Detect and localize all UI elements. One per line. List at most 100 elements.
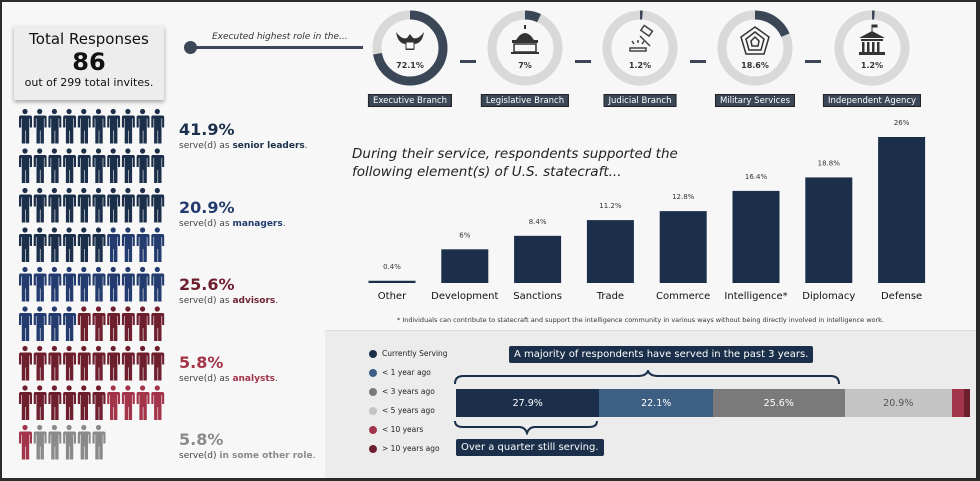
person-icon — [107, 227, 121, 262]
bar-category-label: Defense — [881, 291, 922, 302]
person-icon — [136, 187, 150, 223]
bar-category-label: Development — [431, 291, 498, 302]
person-icon — [63, 345, 77, 381]
legend-item: > 10 years ago — [369, 444, 440, 453]
roles-intro: Executed highest role in the... — [212, 32, 348, 42]
person-icon — [107, 148, 121, 183]
role-percent: 25.6% — [179, 275, 235, 294]
role-description: serve(d) in some other role. — [179, 451, 316, 461]
person-icon — [77, 266, 91, 302]
separator-dash — [805, 60, 821, 63]
bar-value-label: 6% — [459, 231, 470, 239]
person-icon — [63, 187, 77, 223]
separator-dash — [575, 60, 591, 63]
brace-current — [454, 420, 598, 435]
bar-category-label: Diplomacy — [802, 291, 855, 302]
person-icon — [48, 345, 62, 381]
person-icon — [77, 306, 91, 341]
total-subtitle: out of 299 total invites. — [24, 76, 154, 89]
connector-line — [188, 46, 363, 49]
person-icon — [63, 148, 77, 183]
donut-independent-agency: 1.2% — [834, 10, 910, 86]
branch-label: Executive Branch — [367, 94, 453, 107]
donut-percent: 72.1% — [396, 61, 424, 70]
legend-dot-icon — [369, 368, 377, 377]
person-icon — [18, 148, 32, 183]
person-icon — [121, 385, 135, 420]
person-icon — [18, 108, 32, 144]
person-icon — [151, 227, 165, 262]
person-icon — [136, 108, 150, 144]
person-icon — [33, 227, 47, 262]
person-icon — [33, 385, 47, 420]
role-percent: 20.9% — [179, 198, 235, 217]
legend-dot-icon — [369, 387, 377, 396]
person-icon — [48, 266, 62, 302]
person-icon — [18, 227, 32, 262]
person-icon — [77, 148, 91, 183]
bar-commerce — [659, 211, 707, 283]
donut-fill — [602, 10, 678, 86]
total-title: Total Responses — [29, 30, 149, 48]
eagle-seal-icon — [396, 32, 424, 50]
person-icon — [33, 108, 47, 144]
person-icon — [151, 266, 165, 302]
legend-dot-icon — [369, 406, 377, 415]
donut-executive-branch: 72.1% — [372, 10, 448, 86]
donut-judicial-branch: 1.2% — [602, 10, 678, 86]
bar-value-label: 16.4% — [745, 173, 768, 181]
person-icon — [136, 345, 150, 381]
donut-percent: 18.6% — [741, 61, 769, 70]
role-stat: 5.8% serve(d) as analysts. — [179, 353, 278, 384]
separator-dash — [690, 60, 706, 63]
bar-sanctions — [514, 235, 562, 283]
stack-segment: 20.9% — [844, 389, 952, 417]
legend-label: < 10 years — [382, 425, 424, 434]
person-icon — [121, 345, 135, 381]
callout-majority: A majority of respondents have served in… — [509, 346, 814, 363]
person-icon — [18, 345, 32, 381]
person-icon — [121, 187, 135, 223]
chart-footnote: * Individuals can contribute to statecra… — [397, 316, 884, 324]
person-icon — [151, 306, 165, 341]
stack-segment: 27.9% — [456, 389, 600, 417]
bar-value-label: 26% — [894, 119, 910, 127]
donut-fill — [372, 10, 448, 86]
person-icon — [33, 266, 47, 302]
recency-stacked-bar: 27.9% 22.1% 25.6% 20.9% — [456, 389, 970, 417]
person-icon — [92, 345, 106, 381]
person-icon — [63, 385, 77, 420]
person-icon — [48, 227, 62, 262]
role-description: serve(d) as advisors. — [179, 296, 279, 306]
donut-percent: 1.2% — [629, 61, 651, 70]
donut-fill — [717, 10, 793, 86]
person-icon — [121, 227, 135, 262]
person-icon — [48, 108, 62, 144]
capitol-icon — [511, 25, 539, 54]
person-icon — [151, 345, 165, 381]
role-stat: 5.8% serve(d) in some other role. — [179, 430, 315, 461]
person-icon — [92, 424, 106, 460]
bar-development — [441, 249, 489, 283]
branch-label: Judicial Branch — [603, 94, 677, 107]
stack-segment — [951, 389, 964, 417]
person-icon — [92, 306, 106, 341]
bar-value-label: 18.8% — [818, 159, 841, 167]
person-icon — [63, 306, 77, 341]
person-icon — [136, 385, 150, 420]
person-icon — [107, 385, 121, 420]
person-icon — [33, 187, 47, 223]
person-icon — [77, 424, 91, 460]
brace-majority — [454, 370, 840, 385]
person-icon — [121, 148, 135, 183]
person-icon — [92, 187, 106, 223]
legend-item: < 10 years — [369, 425, 423, 434]
person-icon — [77, 227, 91, 262]
legend-dot-icon — [369, 425, 377, 434]
person-icon — [18, 385, 32, 420]
bar-category-label: Sanctions — [513, 291, 562, 302]
role-percent: 5.8% — [179, 353, 224, 372]
bar-intelligence — [732, 190, 780, 283]
person-icon — [107, 345, 121, 381]
